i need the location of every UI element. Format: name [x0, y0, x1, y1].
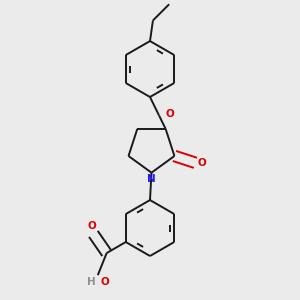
- Text: H: H: [87, 278, 96, 287]
- Text: N: N: [147, 174, 156, 184]
- Text: O: O: [100, 277, 109, 286]
- Text: O: O: [88, 221, 96, 231]
- Text: O: O: [198, 158, 206, 168]
- Text: O: O: [166, 109, 174, 119]
